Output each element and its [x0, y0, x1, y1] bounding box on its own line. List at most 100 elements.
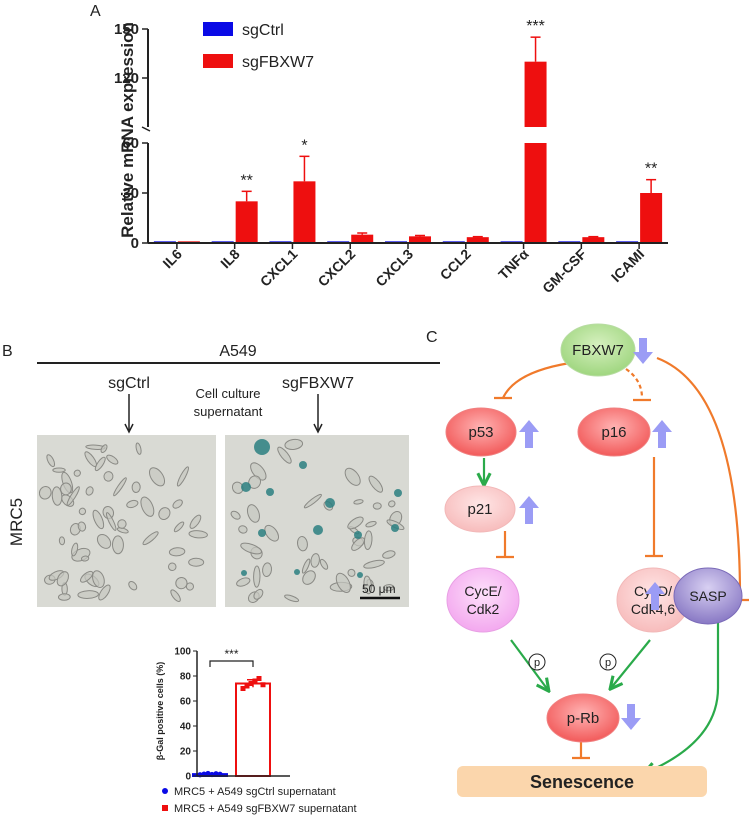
x-tick-label-4: CXCL3: [372, 246, 416, 290]
cell: [106, 454, 119, 465]
cell: [248, 475, 262, 489]
y-tick-label-lower-1: 30: [122, 185, 139, 202]
bar-sgfbxw7-2: [293, 181, 316, 243]
legend-swatch-sgctrl: [203, 22, 233, 36]
node-sasp: SASP: [673, 567, 743, 625]
cell: [372, 502, 382, 510]
significance-8: **: [645, 161, 657, 178]
svg-text:CycE/: CycE/: [464, 583, 501, 599]
cell: [149, 467, 166, 487]
phospho-marker-cyce: p: [528, 653, 546, 671]
svg-text:p21: p21: [467, 501, 492, 518]
svg-text:p: p: [534, 657, 540, 669]
cell: [128, 581, 138, 591]
stain-spot-11: [294, 569, 300, 575]
up-arrow-icon-sasp: [645, 582, 665, 610]
stain-spot-5: [394, 489, 402, 497]
x-tick-label-8: ICAMI: [608, 246, 647, 285]
svg-text:Cdk2: Cdk2: [467, 601, 500, 617]
edge-fbxw7-p53: [502, 361, 571, 399]
cell: [347, 516, 364, 530]
scale-bar-label: 50 μm: [362, 582, 396, 596]
inset-point-0-4: [213, 771, 219, 777]
cell: [335, 572, 351, 593]
cell: [188, 530, 208, 539]
cell: [382, 550, 396, 559]
cell: [78, 507, 87, 516]
inhibition-edges: [494, 356, 749, 760]
cell: [302, 570, 316, 585]
cell: [51, 486, 63, 506]
cell: [85, 486, 94, 496]
cell: [77, 521, 87, 532]
cell: [189, 514, 202, 529]
cell: [60, 482, 72, 496]
node-senescence: Senescence: [457, 766, 707, 797]
bar-sgfbxw7-6: [524, 61, 547, 127]
cell: [253, 565, 261, 588]
cell-line-label: A549: [219, 343, 256, 360]
stain-spot-12: [357, 572, 363, 578]
stain-spot-6: [258, 529, 266, 537]
down-arrow-icon-prb: [621, 704, 641, 730]
inset-y-tick-label-3: 60: [180, 697, 192, 708]
cell: [297, 536, 308, 552]
cell: [96, 533, 112, 549]
cell: [344, 467, 361, 486]
bar-chart-bgal-positive: 0 20 40 60 80 100 ***: [174, 647, 290, 783]
cell: [105, 512, 117, 531]
node-p53: p53: [445, 407, 517, 457]
cell: [158, 507, 171, 520]
bar-chart-mrna-expression: IL6 ** IL8 * CXCL1 CXCL2 CXCL3 CCL2 *** TNFα GM-CS…: [114, 18, 668, 296]
row-label-mrc5: MRC5: [7, 498, 26, 546]
cell: [262, 562, 273, 578]
cell: [38, 485, 52, 500]
cell: [253, 588, 264, 600]
svg-text:p: p: [605, 657, 611, 669]
cell: [277, 446, 292, 464]
inset-significance-label: ***: [224, 647, 238, 661]
cell: [92, 570, 105, 588]
stain-spot-2: [241, 482, 251, 492]
bar-sgfbxw7-6-lower: [524, 143, 547, 243]
cell: [100, 444, 108, 453]
cell: [56, 571, 69, 587]
cell: [363, 575, 373, 595]
stain-spot-8: [354, 531, 362, 539]
cell: [94, 456, 106, 472]
x-tick-label-7: GM-CSF: [539, 245, 590, 296]
svg-text:p-Rb: p-Rb: [567, 710, 600, 727]
cell: [236, 577, 251, 587]
node-p16: p16: [577, 407, 651, 457]
cell: [365, 520, 377, 528]
micrograph-sgfbxw7: [225, 435, 409, 607]
cell: [98, 584, 111, 601]
cell: [353, 499, 364, 505]
inset-y-tick-label-0: 0: [185, 772, 191, 783]
cell: [71, 542, 79, 557]
cell: [188, 557, 205, 567]
x-tick-label-6: TNFα: [495, 246, 532, 283]
node-fbxw7: FBXW7: [560, 323, 636, 377]
cell: [351, 537, 365, 551]
cell: [347, 568, 356, 577]
sgctrl-condition-label: sgCtrl: [108, 375, 150, 392]
bar-sgfbxw7-5: [466, 237, 489, 243]
node-p21: p21: [444, 485, 516, 533]
x-tick-label-5: CCL2: [437, 246, 474, 283]
cell: [92, 509, 105, 530]
up-arrow-icon-p53: [519, 420, 539, 448]
cell: [131, 481, 141, 494]
cell: [117, 519, 127, 529]
significance-2: *: [301, 137, 307, 154]
inset-point-1-5: [260, 682, 266, 688]
edge-sasp-senescence: [645, 622, 720, 773]
bar-sgfbxw7-8: [640, 193, 663, 243]
bar-sgfbxw7-4: [409, 236, 431, 243]
x-tick-label-0: IL6: [159, 246, 185, 272]
cell: [73, 469, 81, 477]
inset-point-1-4: [256, 676, 262, 681]
cell: [246, 504, 260, 523]
inset-y-tick-label-2: 40: [180, 722, 192, 733]
